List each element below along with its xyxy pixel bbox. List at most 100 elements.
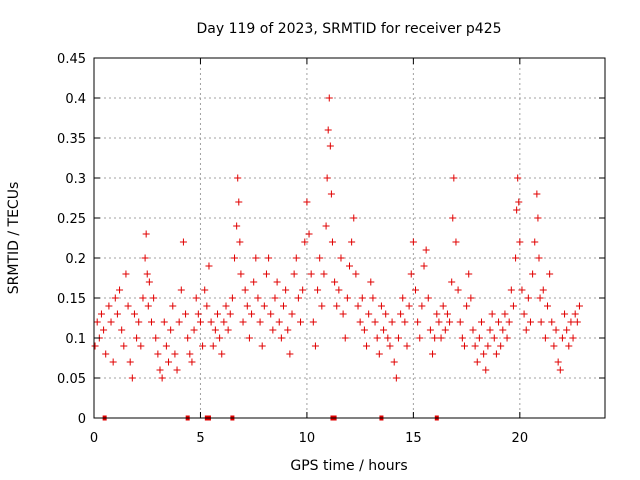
data-point [301,238,309,246]
data-point [352,270,360,278]
data-point [284,326,292,334]
data-point [569,334,577,342]
data-point [107,318,115,326]
data-point [433,310,441,318]
data-point [501,310,509,318]
data-point [526,318,534,326]
data-point [392,374,400,382]
data-point [307,270,315,278]
data-point [373,334,381,342]
data-point [346,262,353,270]
data-point [448,278,456,286]
data-point [536,294,544,302]
data-point [139,294,147,302]
data-point [234,174,242,182]
y-tick-label: 0.15 [57,292,86,307]
data-point [147,318,155,326]
data-point [431,334,439,342]
data-point [102,350,110,358]
data-point [222,302,230,310]
data-point [228,294,236,302]
data-point [561,310,569,318]
data-point [443,310,451,318]
data-point [233,222,241,230]
data-point [467,294,475,302]
data-point [201,286,209,294]
data-point [199,342,207,350]
data-point [220,318,228,326]
data-point [534,214,542,222]
data-point [522,326,530,334]
data-point [97,310,105,318]
data-point [130,310,138,318]
data-point [518,286,526,294]
x-tick-label: 20 [512,431,529,446]
data-point [446,318,454,326]
data-point [252,254,260,262]
data-point [407,270,415,278]
data-point [243,302,251,310]
data-point [299,286,307,294]
data-point [258,342,266,350]
data-point [162,342,170,350]
data-point [190,326,198,334]
data-point [288,310,296,318]
data-point [465,270,473,278]
data-point [380,326,388,334]
data-point [450,174,458,182]
data-point [271,294,279,302]
data-point [513,206,521,214]
data-point [516,238,524,246]
data-point [403,342,411,350]
y-tick-label: 0.3 [65,172,86,187]
data-point [416,334,424,342]
data-point [179,238,187,246]
data-point [556,366,564,374]
data-point [186,350,194,358]
data-point [412,286,420,294]
data-point [324,126,332,134]
x-tick-label: 0 [90,431,98,446]
y-tick-label: 0 [78,412,86,427]
data-point [529,270,537,278]
data-point [328,238,336,246]
data-point [144,302,152,310]
data-point [100,326,108,334]
data-point [167,326,175,334]
data-point [188,358,196,366]
data-point [194,310,202,318]
data-point [339,310,347,318]
data-point [294,294,302,302]
data-point [237,270,245,278]
data-point [160,318,168,326]
data-point [524,294,532,302]
data-point [420,262,428,270]
data-point [158,374,166,382]
data-point [120,342,128,350]
data-point [337,254,345,262]
data-point [495,318,503,326]
data-point [360,326,368,334]
data-point [377,302,385,310]
data-points-layer [91,94,583,382]
data-point [216,334,224,342]
data-point [203,302,211,310]
data-point [141,254,149,262]
data-point [309,318,317,326]
data-point [275,318,283,326]
data-point [273,278,281,286]
data-point [399,294,407,302]
data-point [250,278,258,286]
data-point [169,302,177,310]
grid-layer [94,58,605,418]
data-point [173,366,181,374]
data-point [156,366,164,374]
data-point [150,294,158,302]
data-point [143,270,151,278]
data-point [325,94,333,102]
data-point [492,350,500,358]
y-axis-label: SRMTID / TECUs [6,182,22,295]
y-tick-label: 0.25 [57,212,86,227]
